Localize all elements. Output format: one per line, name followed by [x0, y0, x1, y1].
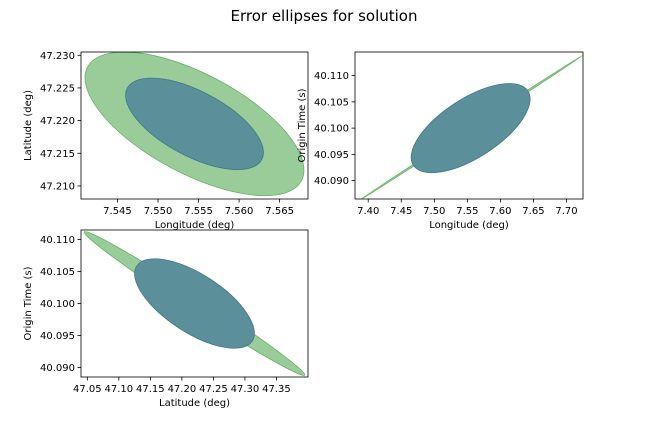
- x-tick-label: 7.55: [456, 206, 478, 217]
- y-tick-label: 40.105: [40, 267, 75, 278]
- x-tick-label: 7.70: [555, 206, 577, 217]
- panel-lat-time: 47.05 47.10 47.15 47.20 47.25 47.30 47.35 40.09…: [23, 229, 309, 409]
- x-tick-label: 7.65: [522, 206, 544, 217]
- x-tick-label: 7.565: [265, 206, 294, 217]
- y-tick-label: 47.215: [40, 149, 75, 160]
- ellipses-lon-time: [357, 54, 583, 199]
- ellipses-lat-time: [83, 231, 306, 376]
- x-tick-label: 7.40: [357, 206, 379, 217]
- panel-lon-time: 7.40 7.45 7.50 7.55 7.60 7.65 7.70 40.090 40.095…: [297, 51, 584, 231]
- x-tick-label: 47.10: [105, 384, 134, 395]
- inner-ellipse-lon-time: [410, 83, 531, 174]
- x-tick-label: 47.05: [73, 384, 102, 395]
- axes-frame: [354, 51, 584, 200]
- x-tick-label: 7.555: [184, 206, 213, 217]
- y-tick-label: 47.210: [40, 181, 75, 192]
- x-tick-label: 47.25: [199, 384, 228, 395]
- y-tick-label: 40.110: [40, 235, 75, 246]
- x-tick-label: 7.560: [225, 206, 254, 217]
- panel-lon-lat: 7.545 7.550 7.555 7.560 7.565 47.210 47.215 47.…: [23, 51, 309, 231]
- y-tick-label: 40.090: [314, 176, 349, 187]
- y-tick-label: 40.105: [314, 97, 349, 108]
- x-axis-label: Latitude (deg): [159, 398, 230, 409]
- x-tick-label: 7.50: [423, 206, 445, 217]
- x-tick-label: 47.30: [231, 384, 260, 395]
- x-tick-label: 47.20: [168, 384, 197, 395]
- y-tick-label: 47.225: [40, 83, 75, 94]
- y-axis-label: Origin Time (s): [23, 266, 34, 340]
- y-axis-label: Origin Time (s): [297, 88, 308, 162]
- y-tick-label: 40.095: [314, 150, 349, 161]
- y-tick-label: 47.220: [40, 116, 75, 127]
- x-tick-label: 7.545: [103, 206, 132, 217]
- x-tick-label: 47.35: [262, 384, 291, 395]
- y-tick-label: 40.090: [40, 363, 75, 374]
- y-axis-label: Latitude (deg): [23, 90, 34, 161]
- inner-ellipse-lat-time: [134, 258, 255, 349]
- x-tick-label: 47.15: [136, 384, 165, 395]
- figure-title: Error ellipses for solution: [230, 7, 417, 25]
- axes-frame: [80, 51, 309, 200]
- x-tick-label: 7.45: [390, 206, 412, 217]
- x-axis-label: Longitude (deg): [155, 220, 235, 231]
- y-tick-label: 40.100: [314, 124, 349, 135]
- x-tick-label: 7.60: [489, 206, 511, 217]
- y-tick-label: 40.095: [40, 331, 75, 342]
- inner-ellipse-lon-lat: [125, 77, 264, 171]
- ellipses-lon-lat: [84, 52, 305, 197]
- y-tick-label: 40.100: [40, 299, 75, 310]
- x-axis-label: Longitude (deg): [429, 220, 509, 231]
- x-tick-label: 7.550: [144, 206, 173, 217]
- y-tick-label: 40.110: [314, 71, 349, 82]
- y-tick-label: 47.230: [40, 51, 75, 62]
